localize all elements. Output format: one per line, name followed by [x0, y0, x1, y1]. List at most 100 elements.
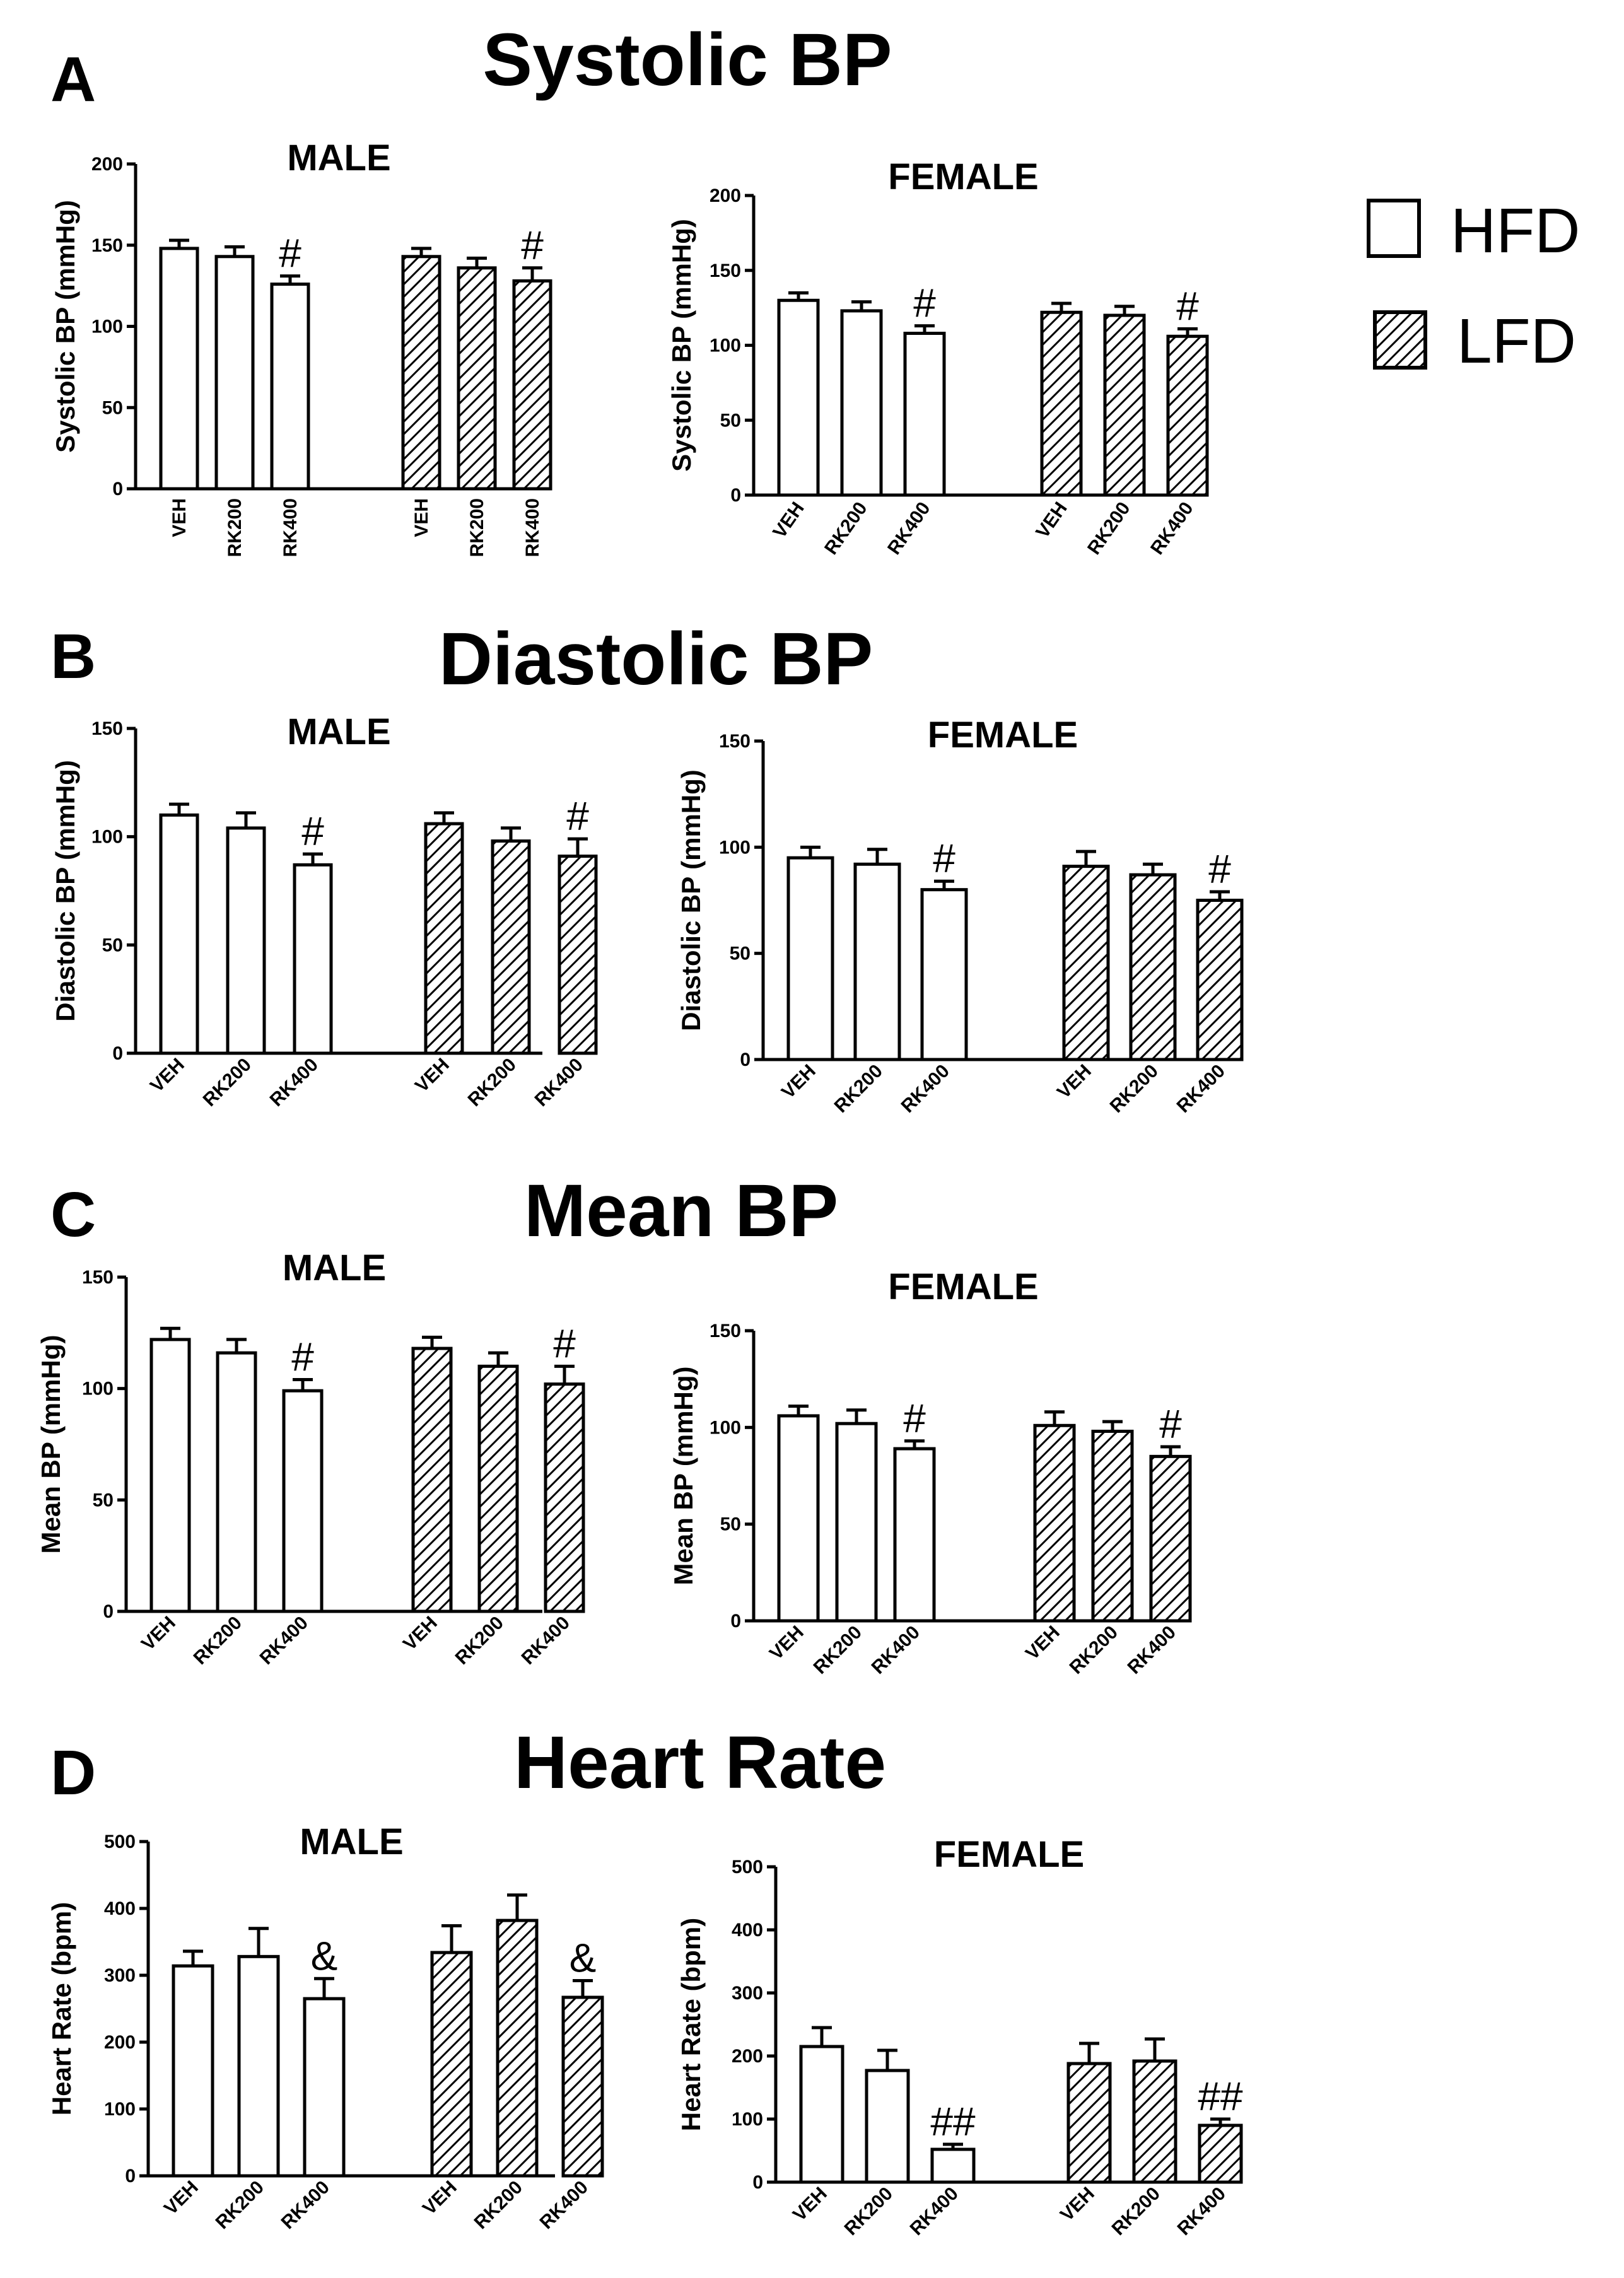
- bar-lfd-rk400: [1198, 2123, 1243, 2184]
- section-b-header: B Diastolic BP: [50, 617, 873, 701]
- y-tick-label: 100: [710, 1417, 741, 1438]
- bar-lfd-veh: [1033, 1423, 1076, 1623]
- category-label: RK200: [467, 498, 488, 557]
- bar-hfd-rk400: [293, 863, 333, 1055]
- bar-hfd-rk200: [226, 826, 266, 1055]
- chart-d-female: 0 100 200 300 400 500 Heart Rate (bpm) FEMALE VE…: [676, 1834, 1243, 2240]
- category-label: RK400: [536, 2177, 592, 2233]
- category-label: RK400: [256, 1613, 312, 1669]
- bar-hfd-rk200: [237, 1954, 280, 2178]
- category-label: RK200: [190, 1613, 246, 1669]
- chart-b-female: 0 50 100 150 Diastolic BP (mmHg) FEMALE VEH RK2…: [676, 715, 1244, 1117]
- significance-marker: #: [553, 1321, 576, 1366]
- legend: HFD LFD: [1367, 196, 1580, 377]
- section-c-header: C Mean BP: [50, 1169, 838, 1253]
- section-title-systolic: Systolic BP: [482, 18, 892, 102]
- bar-hfd-veh: [799, 2045, 844, 2184]
- y-axis-label: Mean BP (mmHg): [669, 1367, 698, 1586]
- significance-marker: #: [1208, 846, 1231, 892]
- category-label: RK400: [1174, 2183, 1230, 2240]
- panel-letter-b: B: [50, 621, 96, 692]
- y-tick-label: 100: [719, 837, 751, 858]
- category-label: RK400: [906, 2183, 962, 2240]
- bar-hfd-rk200: [835, 1422, 878, 1623]
- category-label: RK400: [1173, 1061, 1229, 1117]
- category-label: RK400: [1124, 1622, 1180, 1678]
- bar-lfd-veh: [1062, 865, 1110, 1061]
- y-axis-label: Heart Rate (bpm): [47, 1902, 76, 2115]
- bar-lfd-rk200: [491, 839, 531, 1055]
- y-tick-label: 0: [103, 1601, 114, 1622]
- category-label: RK200: [452, 1613, 508, 1669]
- y-tick-label: 100: [104, 2099, 136, 2120]
- y-tick-label: 150: [91, 235, 123, 256]
- legend-swatch-lfd: [1373, 310, 1427, 370]
- category-label: RK400: [1147, 498, 1198, 558]
- y-tick-label: 50: [102, 397, 123, 418]
- bar-lfd-rk200: [496, 1919, 539, 2178]
- section-d-header: D Heart Rate: [50, 1721, 886, 1808]
- bar-lfd-veh: [424, 822, 464, 1055]
- category-label: VEH: [137, 1613, 180, 1655]
- bar-hfd-rk200: [214, 255, 255, 491]
- category-label: VEH: [411, 498, 432, 537]
- y-tick-label: 500: [104, 1831, 136, 1852]
- category-label: RK400: [518, 1613, 574, 1669]
- y-tick-label: 50: [720, 1514, 741, 1535]
- category-label: VEH: [411, 1054, 453, 1097]
- bar-hfd-rk400: [282, 1389, 324, 1613]
- category-label: RK200: [199, 1054, 255, 1111]
- y-tick-label: 50: [720, 410, 741, 431]
- panel-letter-c: C: [50, 1179, 96, 1250]
- significance-marker: #: [913, 281, 936, 326]
- y-tick-label: 200: [710, 185, 741, 206]
- bar-hfd-veh: [159, 247, 199, 491]
- chart-title: MALE: [287, 711, 390, 752]
- category-label: RK200: [841, 2183, 897, 2240]
- bar-lfd-veh: [430, 1951, 473, 2178]
- chart-a-female: 0 50 100 150 200 Systolic BP (mmHg) FEMALE VEH R…: [667, 156, 1209, 559]
- y-axis-label: Heart Rate (bpm): [676, 1918, 706, 2131]
- category-label: RK200: [470, 2177, 527, 2233]
- significance-marker: #: [279, 231, 301, 276]
- y-tick-label: 50: [730, 943, 751, 964]
- bar-lfd-rk200: [1132, 2059, 1177, 2184]
- y-axis-label: Diastolic BP (mmHg): [50, 760, 80, 1022]
- y-axis-label: Mean BP (mmHg): [36, 1335, 66, 1554]
- category-label: VEH: [766, 1622, 808, 1664]
- bar-hfd-rk400: [903, 332, 946, 497]
- category-label: VEH: [789, 2183, 831, 2226]
- significance-marker: #: [521, 223, 544, 268]
- bar-hfd-veh: [159, 813, 199, 1055]
- bar-hfd-rk200: [853, 862, 901, 1061]
- bar-lfd-rk200: [477, 1364, 519, 1613]
- significance-marker: #: [903, 1396, 926, 1441]
- chart-title: MALE: [300, 1821, 403, 1862]
- category-label: VEH: [1056, 2183, 1099, 2226]
- chart-title: FEMALE: [888, 1266, 1038, 1307]
- chart-title: FEMALE: [888, 156, 1038, 197]
- y-tick-label: 100: [82, 1379, 114, 1399]
- y-tick-label: 200: [91, 154, 123, 175]
- significance-marker: &: [570, 1935, 597, 1980]
- section-title-heart-rate: Heart Rate: [514, 1721, 886, 1804]
- bar-lfd-rk400: [544, 1382, 585, 1613]
- y-tick-label: 100: [91, 827, 123, 848]
- category-label: VEH: [778, 1061, 820, 1103]
- category-label: RK200: [225, 498, 245, 557]
- chart-title: FEMALE: [934, 1834, 1084, 1875]
- y-tick-label: 0: [740, 1049, 751, 1070]
- y-tick-label: 300: [104, 1965, 136, 1986]
- y-axis-label: Systolic BP (mmHg): [667, 219, 696, 472]
- category-label: VEH: [146, 1054, 189, 1097]
- category-label: VEH: [160, 2177, 202, 2219]
- y-tick-label: 400: [104, 1898, 136, 1919]
- bar-hfd-rk400: [930, 2147, 976, 2184]
- y-tick-label: 150: [719, 731, 751, 752]
- y-tick-label: 100: [732, 2109, 763, 2130]
- bar-hfd-veh: [777, 298, 820, 497]
- category-label: VEH: [1053, 1061, 1095, 1103]
- category-label: RK400: [531, 1054, 587, 1111]
